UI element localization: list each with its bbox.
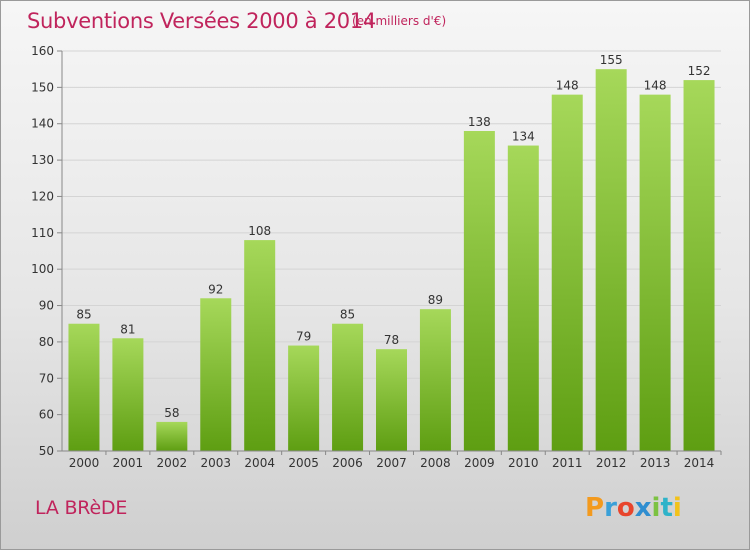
data-label: 85 <box>76 308 91 322</box>
y-tick-label: 160 <box>31 44 54 58</box>
x-tick-label: 2010 <box>508 456 539 470</box>
x-tick-label: 2003 <box>200 456 231 470</box>
data-label: 81 <box>120 322 135 336</box>
data-label: 148 <box>644 79 667 93</box>
data-label: 138 <box>468 115 491 129</box>
x-tick-label: 2008 <box>420 456 451 470</box>
bar-2006 <box>332 323 364 451</box>
y-tick-label: 110 <box>31 226 54 240</box>
x-tick-label: 2004 <box>244 456 275 470</box>
y-tick-label: 150 <box>31 80 54 94</box>
x-tick-label: 2014 <box>684 456 715 470</box>
bar-2001 <box>112 338 144 451</box>
x-tick-label: 2007 <box>376 456 407 470</box>
y-tick-label: 140 <box>31 117 54 131</box>
y-tick-label: 130 <box>31 153 54 167</box>
bar-2009 <box>463 131 495 451</box>
chart-subtitle: (en milliers d'€) <box>352 14 447 28</box>
bar-2007 <box>376 349 407 451</box>
data-label: 152 <box>688 64 711 78</box>
data-label: 85 <box>340 308 355 322</box>
place-name: LA BRèDE <box>35 497 128 519</box>
data-label: 79 <box>296 330 311 344</box>
bar-2005 <box>288 345 320 451</box>
y-tick-label: 100 <box>31 262 54 276</box>
bar-2000 <box>68 323 100 451</box>
data-label: 78 <box>384 333 399 347</box>
bar-2002 <box>156 421 188 451</box>
x-tick-label: 2012 <box>596 456 627 470</box>
x-tick-label: 2000 <box>69 456 100 470</box>
bar-2013 <box>639 94 671 452</box>
x-tick-label: 2009 <box>464 456 495 470</box>
bar-2010 <box>507 145 539 451</box>
data-label: 92 <box>208 282 223 296</box>
data-label: 134 <box>512 130 535 144</box>
bar-2014 <box>683 80 715 451</box>
y-tick-label: 80 <box>39 335 54 349</box>
bar-2003 <box>200 298 232 451</box>
data-label: 108 <box>248 224 271 238</box>
x-tick-label: 2006 <box>332 456 363 470</box>
data-label: 155 <box>600 53 623 67</box>
data-label: 148 <box>556 79 579 93</box>
bar-2012 <box>595 69 627 451</box>
x-tick-label: 2001 <box>113 456 144 470</box>
axes: 50 60 70 80 90 100 110 120 130 140 150 160 2000 2001 2… <box>31 44 722 470</box>
data-labels: 85 81 58 92 108 79 85 78 89 138 134 148 155 148 152 <box>76 53 710 420</box>
x-tick-label: 2002 <box>157 456 188 470</box>
y-tick-label: 70 <box>39 371 54 385</box>
bar-2011 <box>551 94 583 452</box>
svg-text:Proxiti: Proxiti <box>585 493 682 523</box>
bar-2008 <box>419 309 451 451</box>
data-label: 58 <box>164 406 179 420</box>
x-tick-label: 2011 <box>552 456 583 470</box>
proxiti-logo: Proxiti <box>583 489 693 525</box>
x-tick-label: 2013 <box>640 456 671 470</box>
bar-2004 <box>244 240 276 451</box>
y-tick-label: 50 <box>39 444 54 458</box>
y-tick-label: 60 <box>39 408 54 422</box>
bars <box>68 69 715 452</box>
x-tick-label: 2005 <box>288 456 319 470</box>
y-tick-label: 120 <box>31 189 54 203</box>
y-tick-label: 90 <box>39 299 54 313</box>
chart-title: Subventions Versées 2000 à 2014 <box>27 9 376 33</box>
data-label: 89 <box>428 293 443 307</box>
